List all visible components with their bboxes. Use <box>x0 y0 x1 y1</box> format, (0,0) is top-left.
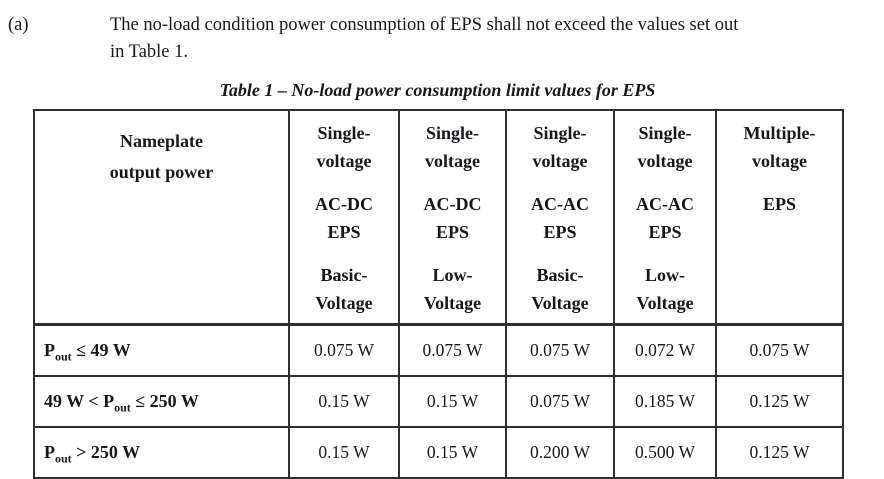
header-col4-variant: Low- Voltage <box>636 265 694 313</box>
row-label-subscript: out <box>55 451 72 466</box>
row-label-subscript: out <box>55 349 72 364</box>
table-caption: Table 1 – No-load power consumption limi… <box>219 80 656 100</box>
table-row-pout-gt-250: Pout > 250 W 0.15 W 0.15 W 0.200 W 0.500… <box>33 425 844 479</box>
header-col5-family: EPS <box>762 194 796 214</box>
header-col-ac-dc-low: Single- voltage AC-DC EPS Low- Voltage <box>398 109 507 326</box>
cell-value: 0.500 W <box>613 425 717 479</box>
header-col1-family: AC-DC EPS <box>315 194 373 242</box>
header-row: Nameplate output power Single- voltage A… <box>33 109 844 326</box>
cell-value: 0.075 W <box>288 323 400 377</box>
cell-value: 0.075 W <box>398 323 507 377</box>
header-col4-family: AC-AC EPS <box>636 194 694 242</box>
header-col-ac-ac-low: Single- voltage AC-AC EPS Low- Voltage <box>613 109 717 326</box>
header-col3-family: AC-AC EPS <box>531 194 589 242</box>
table-row-49-to-250: 49 W < Pout ≤ 250 W 0.15 W 0.15 W 0.075 … <box>33 374 844 428</box>
clause-label: (a) <box>8 15 29 35</box>
row-label-pre: 49 W < P <box>44 390 115 411</box>
row-label: Pout ≤ 49 W <box>33 323 290 377</box>
row-label-pre: P <box>44 441 55 462</box>
header-col1-type: Single- voltage <box>316 123 372 171</box>
header-col4-type: Single- voltage <box>637 123 693 171</box>
header-col1-variant: Basic- Voltage <box>315 265 373 313</box>
cell-value: 0.125 W <box>715 374 844 428</box>
header-col3-variant: Basic- Voltage <box>531 265 589 313</box>
header-col-ac-dc-basic: Single- voltage AC-DC EPS Basic- Voltage <box>288 109 400 326</box>
table-body: Pout ≤ 49 W 0.075 W 0.075 W 0.075 W 0.07… <box>33 323 844 479</box>
cell-value: 0.15 W <box>288 374 400 428</box>
cell-value: 0.200 W <box>505 425 615 479</box>
cell-value: 0.15 W <box>288 425 400 479</box>
header-col2-variant: Low- Voltage <box>423 265 482 313</box>
row-label-pre: P <box>44 339 55 360</box>
cell-value: 0.125 W <box>715 425 844 479</box>
cell-value: 0.075 W <box>505 374 615 428</box>
header-col-ac-ac-basic: Single- voltage AC-AC EPS Basic- Voltage <box>505 109 615 326</box>
header-col2-type: Single- voltage <box>425 123 480 171</box>
row-label-post: > 250 W <box>71 441 141 462</box>
header-col2-family: AC-DC EPS <box>423 194 482 242</box>
cell-value: 0.15 W <box>398 425 507 479</box>
header-col5-type: Multiple- voltage <box>743 123 816 171</box>
row-label-post: ≤ 49 W <box>71 339 131 360</box>
header-col-multiple-voltage: Multiple- voltage EPS <box>715 109 844 326</box>
cell-value: 0.072 W <box>613 323 717 377</box>
cell-value: 0.075 W <box>505 323 615 377</box>
row-label-subscript: out <box>114 400 131 415</box>
clause-paragraph: (a) The no-load condition power consumpt… <box>0 0 884 66</box>
header-nameplate-text: Nameplate output power <box>109 131 214 182</box>
row-label-post: ≤ 250 W <box>130 390 199 411</box>
table-row-pout-le-49: Pout ≤ 49 W 0.075 W 0.075 W 0.075 W 0.07… <box>33 323 844 377</box>
header-nameplate-output-power: Nameplate output power <box>33 109 290 326</box>
table-header: Nameplate output power Single- voltage A… <box>33 109 844 326</box>
eps-no-load-limits-table: Nameplate output power Single- voltage A… <box>33 109 844 479</box>
cell-value: 0.15 W <box>398 374 507 428</box>
row-label: Pout > 250 W <box>33 425 290 479</box>
row-label: 49 W < Pout ≤ 250 W <box>33 374 290 428</box>
cell-value: 0.185 W <box>613 374 717 428</box>
clause-text: The no-load condition power consumption … <box>110 15 739 62</box>
cell-value: 0.075 W <box>715 323 844 377</box>
header-col3-type: Single- voltage <box>532 123 588 171</box>
